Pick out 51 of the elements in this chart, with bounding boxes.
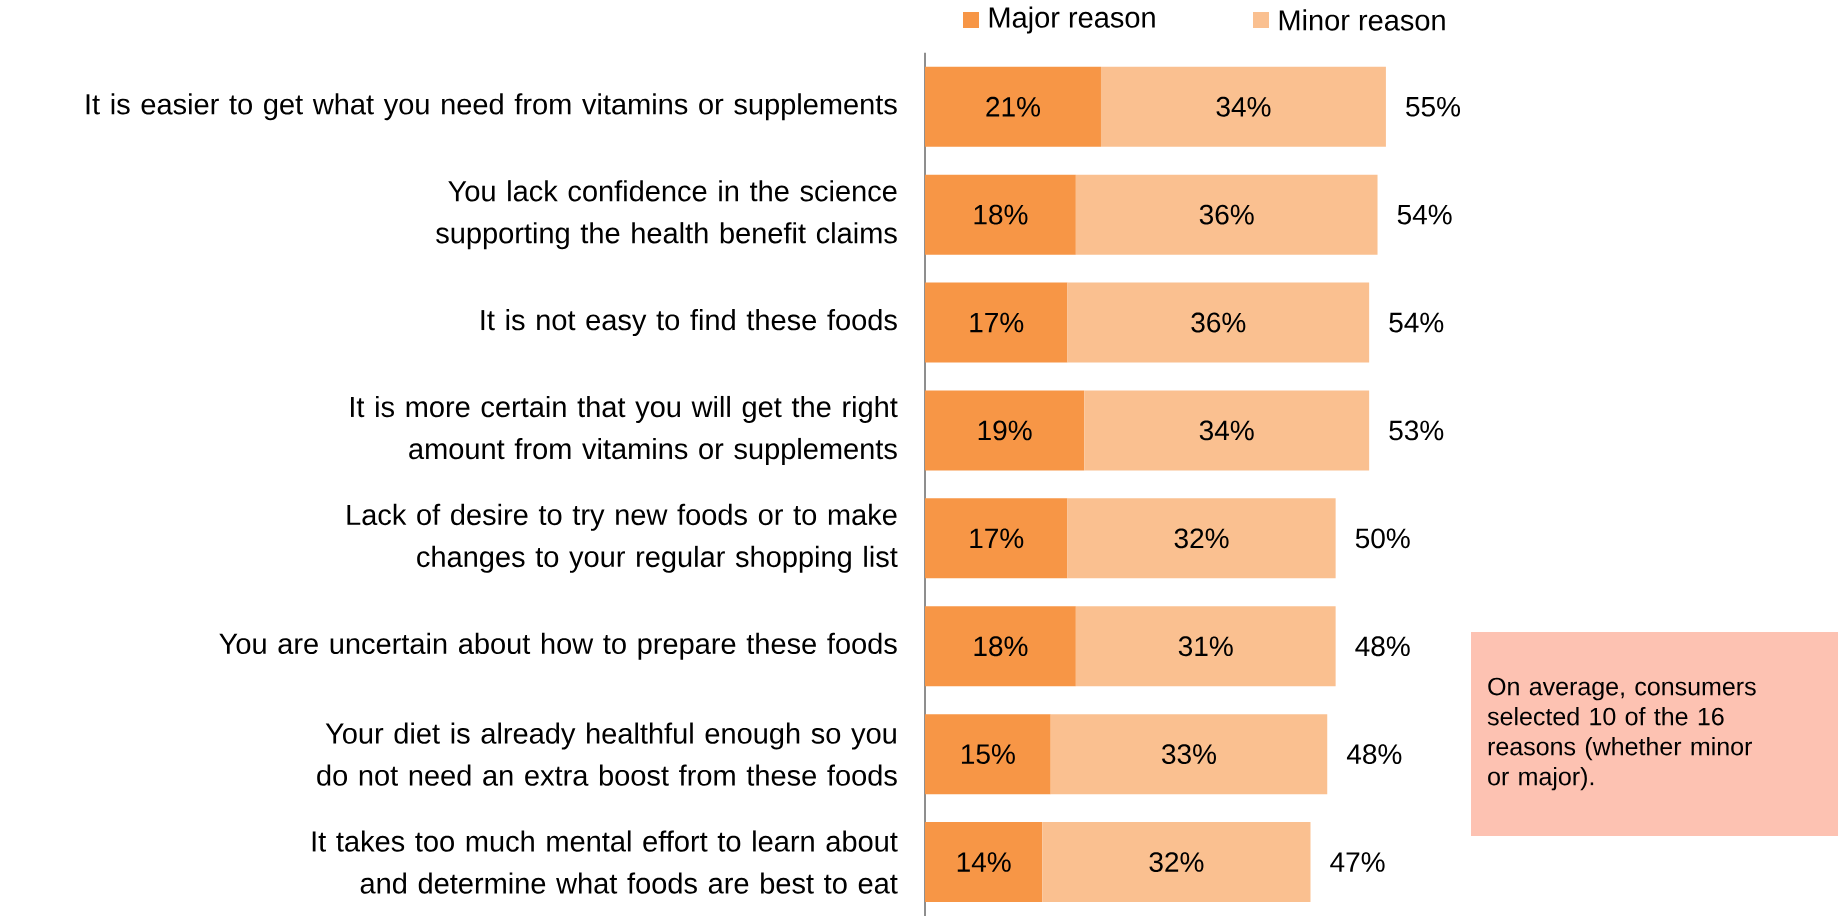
bar — [1075, 174, 1378, 255]
y-tick-label: You are uncertain about how to prepare these foods — [219, 632, 897, 660]
data-label: 33% — [1162, 744, 1216, 765]
bar — [1042, 822, 1311, 903]
data-label: 31% — [1178, 636, 1233, 657]
y-tick-label: Your diet is already healthful enough so you do not need an extra boost from these foods — [317, 722, 897, 786]
total-label: 55% — [1406, 96, 1461, 117]
y-tick-label: It is not easy to find these foods — [481, 309, 897, 337]
bar — [925, 282, 1068, 363]
data-label: 18% — [974, 204, 1028, 225]
data-label: 17% — [970, 528, 1024, 549]
bar — [925, 822, 1043, 903]
bar — [925, 174, 1076, 255]
bar — [925, 66, 1101, 147]
y-tick-label: Lack of desire to try new foods or to make changes to your regular shopping list — [347, 503, 898, 573]
total-label: 54% — [1397, 204, 1452, 225]
y-tick-label: It takes too much mental effort to learn about and determine what foods are best to eat — [312, 830, 898, 894]
y-tick-label: It is easier to get what you need from vitamins or supplements — [86, 93, 897, 121]
bar — [925, 714, 1051, 795]
data-label: 32% — [1174, 528, 1229, 549]
bar — [1084, 390, 1370, 471]
data-label: 14% — [957, 852, 1011, 872]
legend-label: Minor reason — [1279, 9, 1445, 31]
total-label: 54% — [1389, 312, 1444, 333]
total-label: 48% — [1355, 636, 1410, 657]
data-label: 34% — [1216, 96, 1271, 117]
data-label: 36% — [1191, 312, 1246, 333]
data-label: 15% — [961, 744, 1015, 765]
bar — [1075, 606, 1336, 687]
text: On average, consumers selected 10 of the 16 reasons (whether minor or major). — [1487, 677, 1756, 791]
data-label: 17% — [970, 312, 1024, 333]
y-tick-label: You lack confidence in the science supporting the health benefit claims — [436, 180, 897, 250]
data-label: 18% — [974, 636, 1028, 657]
total-label: 47% — [1330, 852, 1385, 872]
bar — [1100, 66, 1386, 147]
total-label: 48% — [1346, 744, 1402, 765]
bar — [925, 498, 1068, 579]
bar — [925, 606, 1076, 687]
legend-label: Major reason — [989, 6, 1155, 34]
bar — [925, 390, 1085, 471]
total-label: 50% — [1355, 528, 1410, 549]
total-label: 53% — [1389, 420, 1444, 441]
bar — [1050, 714, 1328, 795]
bar — [1067, 498, 1336, 579]
data-label: 21% — [986, 96, 1041, 117]
data-label: 34% — [1199, 420, 1254, 441]
y-tick-label: It is more certain that you will get the right amount from vitamins or supplements — [350, 396, 898, 466]
data-label: 36% — [1199, 204, 1254, 225]
data-label: 32% — [1149, 852, 1204, 873]
data-label: 19% — [978, 420, 1032, 441]
bar — [1067, 282, 1370, 363]
